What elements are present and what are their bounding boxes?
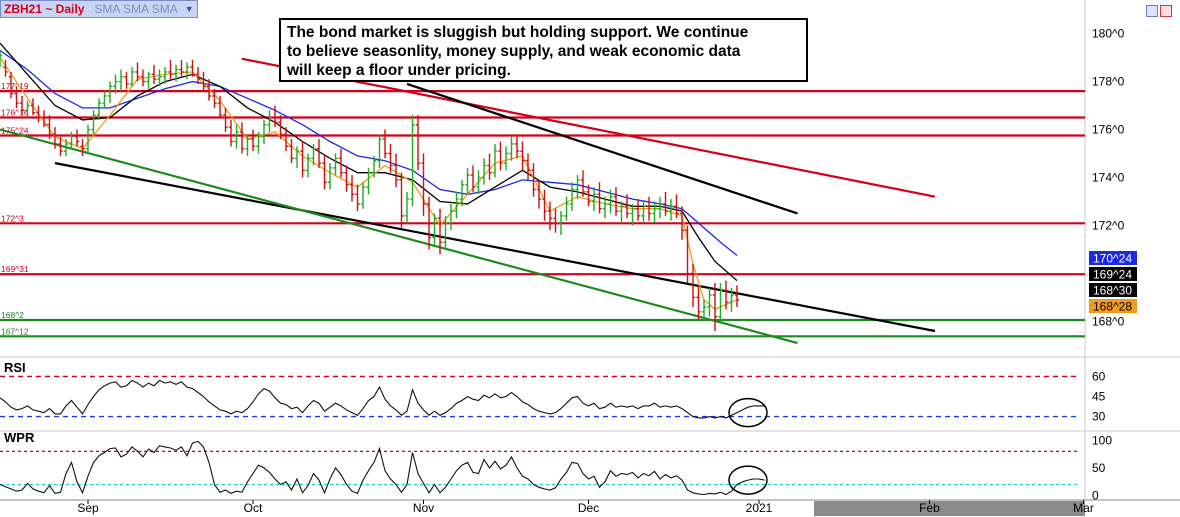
oscillator-panels: RSI WPR (0, 360, 1078, 496)
wpr-tick-50: 50 (1092, 461, 1106, 475)
price-tick-172^0: 172^0 (1092, 218, 1125, 232)
price-tag-bg-168^30 (1089, 283, 1137, 297)
level-label-175^24: 175^24 (1, 126, 29, 136)
sma-mid-line (0, 42, 738, 282)
price-tick-178^0: 178^0 (1092, 75, 1125, 89)
rsi-tick-60: 60 (1092, 369, 1106, 383)
price-tag-168^28: 168^28 (1093, 300, 1132, 314)
date-tick-Oct: Oct (244, 501, 263, 515)
horizontal-levels: 177^19 176^16 175^24 172^3 169^31 168^2 167^12 (0, 81, 1085, 338)
price-tag-170^24: 170^24 (1093, 252, 1132, 266)
date-tick-Feb: Feb (919, 501, 940, 515)
dropdown-arrow-icon[interactable]: ▼ (184, 4, 194, 14)
price-tag-bg-169^24 (1089, 267, 1137, 281)
axes: 180^0 178^0 176^0 174^0 172^0 168^0 170^24 169^… (77, 27, 1137, 515)
price-tick-176^0: 176^0 (1092, 123, 1125, 137)
price-bars (0, 50, 740, 332)
trendline-1 (406, 82, 798, 215)
trendline-3 (0, 128, 798, 345)
sma-slow-line (0, 49, 738, 257)
wpr-highlight-circle (728, 465, 768, 495)
price-tick-168^0: 168^0 (1092, 314, 1125, 328)
future-dates-shade (814, 501, 1085, 516)
rsi-tick-45: 45 (1092, 390, 1106, 404)
price-tag-bg-168^28 (1089, 299, 1137, 313)
level-label-167^12: 167^12 (1, 326, 29, 336)
rsi-tick-30: 30 (1092, 410, 1106, 424)
symbol-label: ZBH21 ~ Daily (4, 2, 85, 16)
price-tick-174^0: 174^0 (1092, 171, 1125, 185)
wpr-line (0, 440, 765, 496)
price-tag-bg-170^24 (1089, 251, 1137, 265)
price-tag-168^30: 168^30 (1093, 284, 1132, 298)
level-label-177^19: 177^19 (1, 81, 29, 91)
price-tag-169^24: 169^24 (1093, 268, 1132, 282)
level-label-168^2: 168^2 (1, 310, 24, 320)
rsi-highlight-circle (728, 397, 768, 428)
rsi-title: RSI (4, 360, 26, 375)
panel-close-icon[interactable] (1160, 5, 1172, 17)
wpr-title: WPR (4, 430, 35, 445)
rsi-line (0, 379, 765, 419)
level-label-172^3: 172^3 (1, 213, 24, 223)
trendline-2 (54, 162, 936, 333)
date-tick-Nov: Nov (413, 501, 434, 515)
price-tick-180^0: 180^0 (1092, 27, 1125, 41)
level-label-169^31: 169^31 (1, 264, 29, 274)
date-tick-Dec: Dec (578, 501, 599, 515)
symbol-selector[interactable]: ZBH21 ~ Daily SMA SMA SMA ▼ (0, 0, 198, 18)
annotation-textbox: The bond market is sluggish but holding … (279, 18, 808, 82)
studies-label: SMA SMA SMA (94, 2, 178, 16)
wpr-tick-100: 100 (1092, 433, 1112, 447)
date-tick-2021: 2021 (746, 501, 773, 515)
panel-settings-icon[interactable] (1146, 5, 1158, 17)
date-tick-Mar: Mar (1073, 501, 1094, 515)
wpr-tick-0: 0 (1092, 489, 1099, 503)
level-label-176^16: 176^16 (1, 108, 29, 118)
date-tick-Sep: Sep (77, 501, 99, 515)
